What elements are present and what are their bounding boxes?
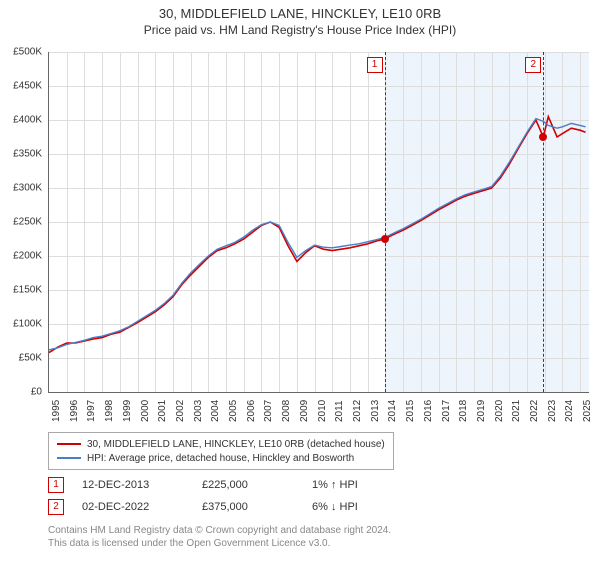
- legend-item-price-paid: 30, MIDDLEFIELD LANE, HINCKLEY, LE10 0RB…: [57, 437, 385, 451]
- x-tick-label: 2017: [441, 400, 452, 422]
- y-tick-label: £450K: [13, 81, 42, 92]
- legend: 30, MIDDLEFIELD LANE, HINCKLEY, LE10 0RB…: [48, 432, 394, 470]
- y-tick-label: £250K: [13, 217, 42, 228]
- x-tick-label: 1995: [51, 400, 62, 422]
- event-row: 1 12-DEC-2013 £225,000 1% ↑ HPI: [48, 476, 358, 494]
- y-tick-label: £0: [31, 387, 42, 398]
- event-price: £225,000: [202, 479, 312, 491]
- x-tick-label: 1996: [69, 400, 80, 422]
- x-tick-label: 2011: [334, 400, 345, 422]
- event-row: 2 02-DEC-2022 £375,000 6% ↓ HPI: [48, 498, 358, 516]
- x-tick-label: 2005: [228, 400, 239, 422]
- y-tick-label: £350K: [13, 149, 42, 160]
- x-tick-label: 2008: [281, 400, 292, 422]
- x-tick-label: 2018: [458, 400, 469, 422]
- x-tick-label: 2006: [246, 400, 257, 422]
- legend-swatch: [57, 457, 81, 459]
- x-tick-label: 1997: [86, 400, 97, 422]
- x-tick-label: 2000: [140, 400, 151, 422]
- y-tick-label: £300K: [13, 183, 42, 194]
- legend-label: 30, MIDDLEFIELD LANE, HINCKLEY, LE10 0RB…: [87, 439, 385, 450]
- event-hpi: 1% ↑ HPI: [312, 479, 358, 491]
- event-dashed-line: [543, 52, 544, 392]
- x-tick-label: 2001: [157, 400, 168, 422]
- x-tick-label: 2022: [529, 400, 540, 422]
- event-dot: [381, 235, 389, 243]
- footnote-line: Contains HM Land Registry data © Crown c…: [48, 524, 391, 537]
- x-tick-label: 2002: [175, 400, 186, 422]
- chart-area: 12 £0£50K£100K£150K£200K£250K£300K£350K£…: [48, 52, 588, 392]
- x-tick-label: 2007: [263, 400, 274, 422]
- event-marker-box: 1: [367, 57, 383, 73]
- x-tick-label: 2025: [582, 400, 593, 422]
- footnote-line: This data is licensed under the Open Gov…: [48, 537, 391, 550]
- event-marker-box: 1: [48, 477, 64, 493]
- event-date: 02-DEC-2022: [82, 501, 202, 513]
- event-date: 12-DEC-2013: [82, 479, 202, 491]
- x-tick-label: 2014: [387, 400, 398, 422]
- events-table: 1 12-DEC-2013 £225,000 1% ↑ HPI 2 02-DEC…: [48, 476, 358, 520]
- chart-container: 30, MIDDLEFIELD LANE, HINCKLEY, LE10 0RB…: [0, 6, 600, 566]
- x-tick-label: 2010: [317, 400, 328, 422]
- y-tick-label: £150K: [13, 285, 42, 296]
- event-hpi: 6% ↓ HPI: [312, 501, 358, 513]
- y-tick-label: £500K: [13, 47, 42, 58]
- x-tick-label: 2020: [494, 400, 505, 422]
- y-tick-label: £200K: [13, 251, 42, 262]
- x-tick-label: 2024: [564, 400, 575, 422]
- event-marker-box: 2: [48, 499, 64, 515]
- event-marker-box: 2: [525, 57, 541, 73]
- x-tick-label: 2013: [370, 400, 381, 422]
- x-tick-label: 2023: [547, 400, 558, 422]
- x-tick-label: 2016: [423, 400, 434, 422]
- series-svg: [49, 52, 589, 392]
- x-tick-label: 2004: [210, 400, 221, 422]
- x-tick-label: 2019: [476, 400, 487, 422]
- x-tick-label: 2012: [352, 400, 363, 422]
- legend-item-hpi: HPI: Average price, detached house, Hinc…: [57, 451, 385, 465]
- chart-title: 30, MIDDLEFIELD LANE, HINCKLEY, LE10 0RB: [0, 6, 600, 21]
- chart-subtitle: Price paid vs. HM Land Registry's House …: [0, 23, 600, 37]
- series-price_paid: [49, 117, 586, 353]
- y-tick-label: £400K: [13, 115, 42, 126]
- event-dashed-line: [385, 52, 386, 392]
- plot-area: 12: [48, 52, 589, 393]
- legend-swatch: [57, 443, 81, 445]
- series-hpi: [49, 119, 586, 350]
- y-tick-label: £100K: [13, 319, 42, 330]
- footnote: Contains HM Land Registry data © Crown c…: [48, 524, 391, 550]
- x-tick-label: 1998: [104, 400, 115, 422]
- x-tick-label: 2015: [405, 400, 416, 422]
- event-price: £375,000: [202, 501, 312, 513]
- x-tick-label: 2003: [193, 400, 204, 422]
- x-tick-label: 2009: [299, 400, 310, 422]
- legend-label: HPI: Average price, detached house, Hinc…: [87, 453, 354, 464]
- x-tick-label: 1999: [122, 400, 133, 422]
- y-tick-label: £50K: [19, 353, 42, 364]
- x-tick-label: 2021: [511, 400, 522, 422]
- event-dot: [539, 133, 547, 141]
